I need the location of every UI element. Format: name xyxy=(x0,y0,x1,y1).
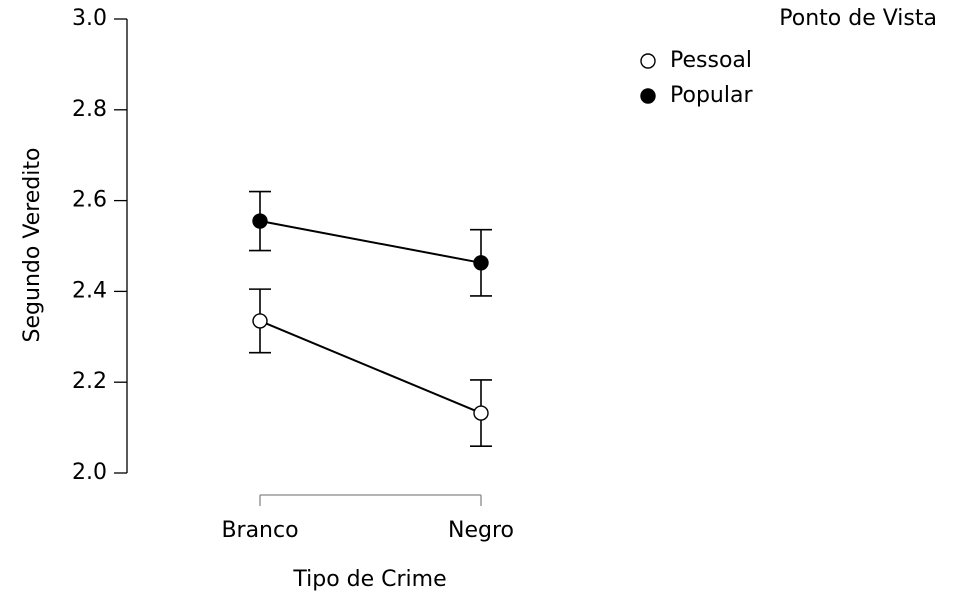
y-axis-label: Segundo Veredito xyxy=(20,148,45,343)
point xyxy=(252,313,268,329)
y-tick-label: 2.2 xyxy=(72,369,107,394)
series-line xyxy=(259,319,482,414)
legend-title: Ponto de Vista xyxy=(779,6,937,31)
series-line xyxy=(259,220,482,264)
y-tick-label: 2.4 xyxy=(72,278,107,303)
legend-marker xyxy=(640,88,656,104)
y-tick-label: 2.8 xyxy=(72,97,107,122)
x-tick-label: Branco xyxy=(221,518,298,543)
x-tick-label: Negro xyxy=(448,518,514,543)
legend-label: Pessoal xyxy=(670,48,752,73)
point xyxy=(473,255,489,271)
legend-label: Popular xyxy=(670,83,753,108)
point xyxy=(252,213,268,229)
y-tick-label: 3.0 xyxy=(72,6,107,31)
legend-marker xyxy=(640,53,656,69)
y-tick-label: 2.6 xyxy=(72,188,107,213)
point xyxy=(473,405,489,421)
x-axis-label: Tipo de Crime xyxy=(292,567,446,592)
y-tick-label: 2.0 xyxy=(72,460,107,485)
